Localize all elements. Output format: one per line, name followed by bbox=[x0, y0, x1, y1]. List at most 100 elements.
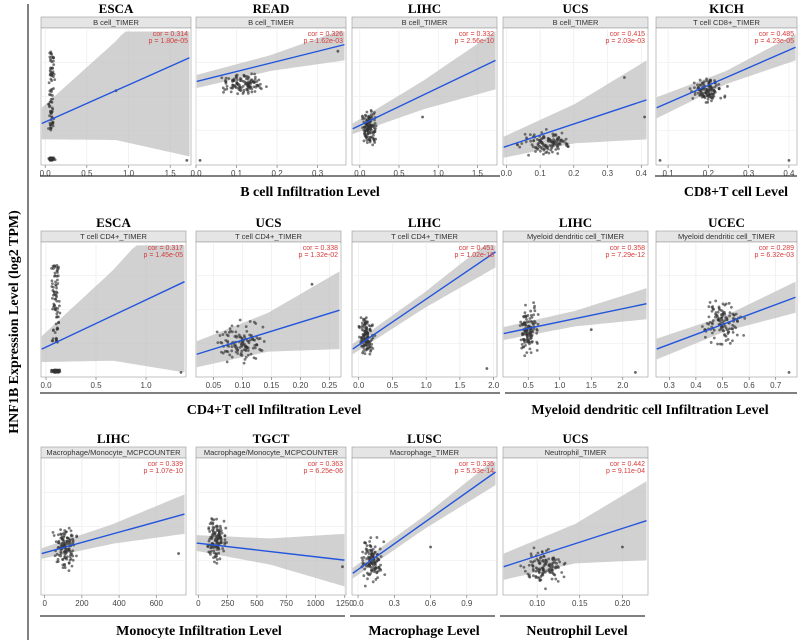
group-label: Monocyte Infiltration Level bbox=[116, 624, 282, 639]
data-point bbox=[717, 82, 721, 86]
data-point bbox=[633, 371, 637, 374]
panel-title: UCS bbox=[255, 215, 281, 230]
x-tick-label: 200 bbox=[75, 599, 89, 608]
data-point bbox=[700, 95, 704, 99]
data-point bbox=[717, 317, 721, 320]
data-point bbox=[53, 303, 56, 307]
data-point bbox=[700, 325, 704, 328]
data-point bbox=[705, 79, 709, 83]
data-point bbox=[539, 578, 543, 582]
data-point bbox=[363, 317, 367, 321]
data-point bbox=[371, 347, 375, 350]
data-point bbox=[227, 77, 231, 80]
data-point bbox=[252, 356, 256, 360]
data-point bbox=[658, 158, 662, 162]
data-point bbox=[527, 320, 531, 323]
data-point bbox=[55, 552, 59, 556]
data-point bbox=[363, 323, 367, 326]
data-point bbox=[234, 330, 238, 334]
data-point bbox=[341, 565, 344, 569]
data-point bbox=[723, 333, 726, 336]
data-point bbox=[550, 562, 554, 566]
confidence-band bbox=[503, 288, 647, 341]
data-point bbox=[362, 344, 365, 348]
regression-line bbox=[503, 303, 647, 335]
data-point bbox=[61, 566, 65, 570]
x-tick-label: 0.5 bbox=[717, 381, 729, 390]
data-point bbox=[215, 527, 219, 531]
data-point bbox=[541, 559, 544, 563]
data-point bbox=[69, 553, 72, 557]
data-point bbox=[242, 361, 246, 365]
data-point bbox=[226, 334, 230, 338]
data-point bbox=[525, 330, 529, 334]
data-point bbox=[529, 552, 533, 556]
data-point bbox=[66, 536, 70, 540]
data-point bbox=[255, 336, 259, 340]
data-point bbox=[539, 149, 542, 153]
data-point bbox=[177, 552, 180, 555]
data-point bbox=[537, 570, 541, 574]
p-value: p = 6.25e-06 bbox=[303, 468, 343, 475]
data-point bbox=[519, 320, 523, 324]
data-point bbox=[50, 266, 53, 270]
data-point bbox=[548, 562, 552, 566]
data-point bbox=[731, 317, 735, 320]
data-point bbox=[240, 354, 244, 357]
data-point bbox=[64, 549, 68, 553]
data-point bbox=[532, 327, 535, 331]
data-point bbox=[712, 336, 716, 340]
strip-label: T cell CD4+_TIMER bbox=[391, 232, 458, 241]
data-point bbox=[67, 526, 71, 530]
data-point bbox=[560, 131, 564, 135]
data-point bbox=[377, 569, 380, 573]
data-point bbox=[704, 89, 708, 93]
x-tick-label: 0 bbox=[42, 599, 47, 608]
data-point bbox=[728, 311, 732, 314]
regression-line bbox=[196, 309, 340, 355]
data-point bbox=[261, 325, 265, 329]
data-point bbox=[726, 337, 730, 341]
data-point bbox=[367, 135, 371, 139]
data-point bbox=[363, 126, 367, 129]
scatter-panel: TGCT Macrophage/Monocyte_MCPCOUNTER 0 250 50… bbox=[195, 431, 354, 608]
data-point bbox=[71, 554, 75, 558]
data-point bbox=[51, 107, 55, 111]
data-point bbox=[688, 87, 692, 91]
data-point bbox=[211, 528, 214, 532]
panel-title: UCS bbox=[562, 1, 588, 16]
data-point bbox=[366, 577, 369, 581]
x-tick-label: 1250 bbox=[336, 599, 354, 608]
scatter-panel: LIHC Macrophage/Monocyte_MCPCOUNTER 0 200 40… bbox=[40, 431, 187, 608]
data-point bbox=[558, 142, 562, 146]
data-point bbox=[364, 134, 368, 137]
data-point bbox=[546, 147, 550, 151]
data-point bbox=[54, 322, 58, 326]
data-point bbox=[70, 564, 74, 568]
data-point bbox=[57, 370, 61, 373]
data-point bbox=[723, 94, 727, 98]
data-point bbox=[207, 539, 211, 543]
data-point bbox=[520, 142, 524, 145]
data-point bbox=[536, 322, 540, 326]
data-point bbox=[541, 571, 544, 575]
data-point bbox=[723, 303, 727, 307]
data-point bbox=[544, 143, 548, 147]
data-point bbox=[365, 110, 369, 114]
data-point bbox=[372, 112, 376, 116]
data-point bbox=[551, 558, 554, 561]
data-point bbox=[249, 352, 253, 356]
data-point bbox=[262, 340, 266, 343]
x-tick-label: 0.2 bbox=[568, 169, 580, 178]
x-tick-label: 0.5 bbox=[90, 381, 102, 390]
data-point bbox=[244, 355, 248, 359]
data-point bbox=[49, 126, 53, 130]
data-point bbox=[722, 329, 726, 333]
correlation-value: cor = 0.317 bbox=[148, 245, 183, 252]
data-point bbox=[373, 550, 377, 554]
x-tick-label: 0.1 bbox=[535, 169, 547, 178]
data-point bbox=[368, 115, 372, 118]
data-point bbox=[362, 574, 366, 578]
data-point bbox=[543, 570, 547, 574]
data-point bbox=[50, 71, 54, 75]
